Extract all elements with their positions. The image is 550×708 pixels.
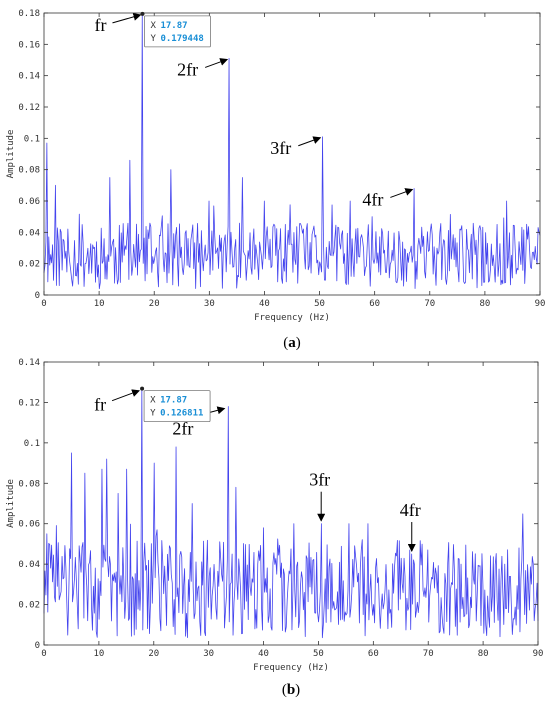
y-tick-label: 0.18 xyxy=(18,9,40,19)
x-tick-label: 0 xyxy=(41,299,46,309)
x-tick-label: 80 xyxy=(479,299,490,309)
datatip-marker xyxy=(140,386,145,391)
y-axis-label: Amplitude xyxy=(6,130,16,179)
chart-panel-a: 0 10 20 30 40 50 60 70 80 90 0 0.02 0.04 0.06 0.08 0.1 0… xyxy=(6,9,545,351)
caption-paren-close: ) xyxy=(296,335,301,351)
peak-label-4fr: 4fr xyxy=(400,500,421,520)
y-tick-label: 0.02 xyxy=(18,601,40,611)
x-tick-label: 0 xyxy=(41,649,46,659)
x-tick-label: 20 xyxy=(148,649,159,659)
spectrum-series-line xyxy=(43,388,539,639)
x-tick-label: 40 xyxy=(258,649,269,659)
y-tick-label: 0.04 xyxy=(18,228,40,238)
panel-caption: (b) xyxy=(282,682,300,698)
datatip-box xyxy=(143,390,211,423)
peak-label-fr: fr xyxy=(94,395,106,415)
y-tick-label: 0.08 xyxy=(18,479,40,489)
x-tick-label: 70 xyxy=(424,299,435,309)
x-tick-label: 10 xyxy=(93,649,104,659)
datatip-box xyxy=(144,15,211,48)
chart-panel-b: 0 10 20 30 40 50 60 70 80 90 0 0.02 0.04 0.06 0.08 0.1 0… xyxy=(6,358,543,698)
plot-frame xyxy=(43,361,539,646)
y-tick-label: 0.08 xyxy=(18,166,40,176)
y-tick-label: 0.1 xyxy=(24,439,40,449)
x-tick-label: 70 xyxy=(423,649,434,659)
datatip-x-value: 17.87 xyxy=(160,396,187,406)
datatip-marker xyxy=(140,11,145,16)
x-tick-label: 10 xyxy=(94,299,105,309)
datatip-y-value: 0.179448 xyxy=(160,34,203,44)
x-tick-label: 30 xyxy=(203,649,214,659)
caption-letter: a xyxy=(288,335,296,351)
y-tick-label: 0.14 xyxy=(18,72,40,82)
datatip-x-value: 17.87 xyxy=(160,21,187,31)
datatip-x-key: X xyxy=(150,396,156,406)
x-tick-label: 80 xyxy=(478,649,489,659)
x-tick-label: 60 xyxy=(368,649,379,659)
y-tick-label: 0 xyxy=(35,641,40,651)
x-tick-label: 50 xyxy=(313,649,324,659)
peak-label-3fr: 3fr xyxy=(309,470,330,490)
datatip-y-key: Y xyxy=(150,409,156,419)
y-tick-label: 0.12 xyxy=(18,398,40,408)
x-axis-label: Frequency (Hz) xyxy=(254,313,330,323)
x-tick-label: 20 xyxy=(149,299,160,309)
peak-label-4fr: 4fr xyxy=(362,189,383,209)
y-axis-label: Amplitude xyxy=(6,479,16,528)
datatip-y-value: 0.126811 xyxy=(160,409,203,419)
x-tick-label: 50 xyxy=(314,299,325,309)
caption-paren-open: ( xyxy=(282,682,287,698)
peak-label-3fr: 3fr xyxy=(270,138,291,158)
peak-label-2fr: 2fr xyxy=(177,59,198,79)
y-tick-label: 0 xyxy=(35,291,40,301)
peak-arrow-fr xyxy=(112,12,142,24)
x-tick-label: 60 xyxy=(369,299,380,309)
panel-caption: (a) xyxy=(283,335,301,351)
x-tick-label: 30 xyxy=(204,299,215,309)
y-tick-label: 0.12 xyxy=(18,103,40,113)
spectrum-series-line xyxy=(43,13,541,290)
x-tick-label: 90 xyxy=(535,299,546,309)
datatip-y-key: Y xyxy=(150,34,156,44)
y-tick-label: 0.16 xyxy=(18,40,40,50)
y-tick-label: 0.06 xyxy=(18,197,40,207)
datatip-x-key: X xyxy=(150,21,156,31)
peak-label-2fr: 2fr xyxy=(172,418,193,438)
y-tick-label: 0.02 xyxy=(18,260,40,270)
y-tick-label: 0.14 xyxy=(18,358,40,368)
x-axis-label: Frequency (Hz) xyxy=(253,663,329,673)
peak-label-fr: fr xyxy=(94,15,106,35)
y-tick-label: 0.04 xyxy=(18,560,40,570)
caption-paren-close: ) xyxy=(295,682,300,698)
peak-arrow-3fr xyxy=(298,136,322,147)
y-tick-label: 0.06 xyxy=(18,520,40,530)
peak-arrow-4fr xyxy=(390,188,414,198)
peak-arrow-2fr xyxy=(205,58,229,68)
peak-arrow-fr xyxy=(111,389,141,402)
caption-letter: b xyxy=(287,682,295,698)
caption-paren-open: ( xyxy=(283,335,288,351)
y-tick-label: 0.1 xyxy=(24,134,40,144)
plot-frame xyxy=(43,12,541,296)
x-tick-label: 40 xyxy=(259,299,270,309)
x-tick-label: 90 xyxy=(533,649,544,659)
